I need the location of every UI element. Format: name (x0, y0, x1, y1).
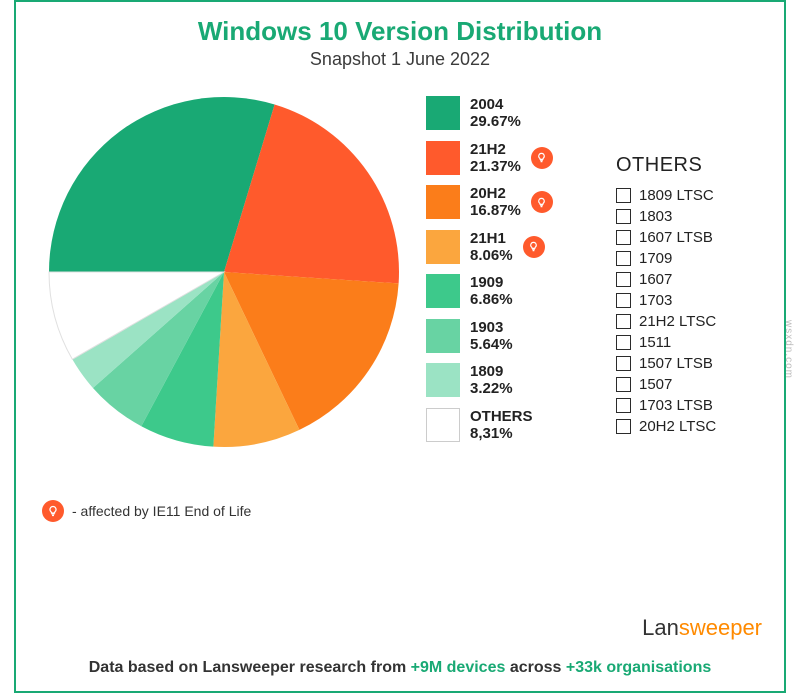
others-title: OTHERS (616, 154, 766, 177)
legend-value: 21.37% (470, 158, 521, 175)
legend-swatch (426, 363, 460, 397)
others-item-label: 1607 LTSB (639, 229, 713, 246)
legend-item: 21H18.06% (426, 230, 596, 265)
others-swatch (616, 335, 631, 350)
legend-item: 200429.67% (426, 96, 596, 131)
legend-swatch (426, 274, 460, 308)
others-item: 1607 (616, 271, 766, 288)
others-item-label: 1803 (639, 208, 672, 225)
others-item: 1607 LTSB (616, 229, 766, 246)
legend-swatch (426, 185, 460, 219)
legend-label: 20H2 (470, 185, 506, 202)
others-item: 21H2 LTSC (616, 313, 766, 330)
footer-mid: across (505, 659, 565, 676)
others-item: 1507 (616, 376, 766, 393)
others-item-label: 1511 (639, 334, 671, 351)
others-swatch (616, 251, 631, 266)
legend-item: 19035.64% (426, 319, 596, 354)
legend-value: 6.86% (470, 291, 513, 308)
others-swatch (616, 377, 631, 392)
others-item-label: 21H2 LTSC (639, 313, 716, 330)
legend-label: 1903 (470, 319, 503, 336)
legend-label: 21H2 (470, 141, 506, 158)
content-row: - affected by IE11 End of Life 200429.67… (16, 70, 784, 522)
footer-caption: Data based on Lansweeper research from +… (16, 659, 784, 677)
others-item: 1709 (616, 250, 766, 267)
lightbulb-icon (531, 147, 553, 169)
others-swatch (616, 188, 631, 203)
others-item-label: 1709 (639, 250, 672, 267)
legend-swatch (426, 319, 460, 353)
others-item-label: 1507 (639, 376, 672, 393)
others-item: 20H2 LTSC (616, 418, 766, 435)
others-swatch (616, 314, 631, 329)
legend-item: 21H221.37% (426, 141, 596, 176)
others-item-label: 20H2 LTSC (639, 418, 716, 435)
others-swatch (616, 356, 631, 371)
others-list: 1809 LTSC 1803 1607 LTSB 1709 1607 1703 21H2 L… (616, 187, 766, 435)
legend-swatch (426, 141, 460, 175)
legend: 200429.67% 21H221.37% 20H216.87% 21H18.06% 1… (426, 92, 596, 522)
legend-label: 1909 (470, 274, 503, 291)
legend-swatch (426, 408, 460, 442)
lansweeper-logo: Lansweeper (642, 615, 762, 641)
logo-part2: sweeper (679, 615, 762, 640)
others-swatch (616, 209, 631, 224)
others-item: 1803 (616, 208, 766, 225)
lightbulb-icon (523, 236, 545, 258)
others-item-label: 1703 (639, 292, 672, 309)
page-subtitle: Snapshot 1 June 2022 (16, 49, 784, 70)
others-panel: OTHERS 1809 LTSC 1803 1607 LTSB 1709 1607 170… (608, 92, 766, 522)
eol-footnote: - affected by IE11 End of Life (34, 500, 251, 522)
footer-devices: +9M devices (411, 659, 506, 676)
legend-value: 16.87% (470, 202, 521, 219)
legend-value: 5.64% (470, 336, 513, 353)
legend-label: 2004 (470, 96, 503, 113)
watermark: wsxdn.com (783, 320, 794, 379)
others-item-label: 1809 LTSC (639, 187, 714, 204)
others-swatch (616, 398, 631, 413)
chart-column: - affected by IE11 End of Life (34, 92, 414, 522)
pie-chart (44, 92, 404, 452)
chart-frame: Windows 10 Version Distribution Snapshot… (14, 0, 786, 693)
legend-value: 29.67% (470, 113, 521, 130)
legend-item: 20H216.87% (426, 185, 596, 220)
others-swatch (616, 230, 631, 245)
legend-label: 1809 (470, 363, 503, 380)
others-item: 1703 LTSB (616, 397, 766, 414)
others-item-label: 1607 (639, 271, 672, 288)
lightbulb-icon (531, 191, 553, 213)
header: Windows 10 Version Distribution Snapshot… (16, 2, 784, 70)
legend-swatch (426, 96, 460, 130)
legend-value: 8,31% (470, 425, 533, 442)
legend-value: 3.22% (470, 380, 513, 397)
legend-value: 8.06% (470, 247, 513, 264)
others-item-label: 1703 LTSB (639, 397, 713, 414)
logo-part1: Lan (642, 615, 679, 640)
legend-item: OTHERS8,31% (426, 408, 596, 443)
others-item: 1809 LTSC (616, 187, 766, 204)
others-swatch (616, 272, 631, 287)
footer-prefix: Data based on Lansweeper research from (89, 659, 411, 676)
eol-note-text: - affected by IE11 End of Life (72, 503, 251, 519)
legend-label: 21H1 (470, 230, 506, 247)
others-item: 1507 LTSB (616, 355, 766, 372)
page-title: Windows 10 Version Distribution (16, 16, 784, 47)
legend-swatch (426, 230, 460, 264)
legend-label: OTHERS (470, 408, 533, 425)
others-swatch (616, 293, 631, 308)
footer-orgs: +33k organisations (566, 659, 711, 676)
legend-item: 19096.86% (426, 274, 596, 309)
legend-item: 18093.22% (426, 363, 596, 398)
lightbulb-icon (42, 500, 64, 522)
others-item-label: 1507 LTSB (639, 355, 713, 372)
others-item: 1511 (616, 334, 766, 351)
others-item: 1703 (616, 292, 766, 309)
others-swatch (616, 419, 631, 434)
